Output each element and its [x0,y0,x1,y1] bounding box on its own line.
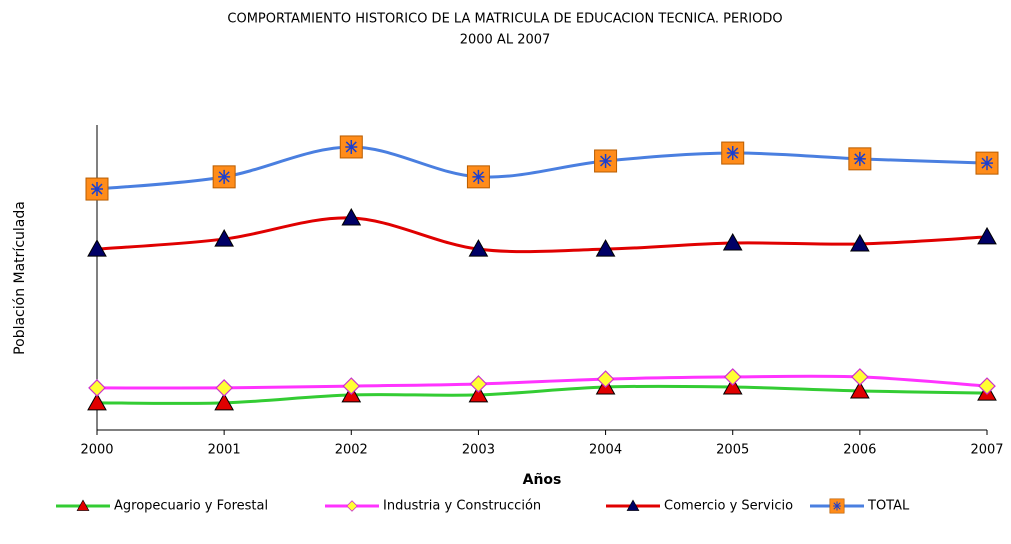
marker-star [345,139,358,154]
marker [214,229,234,247]
marker [466,165,490,189]
marker-star [91,182,103,197]
x-tick-label: 2005 [716,443,749,458]
marker [88,379,106,397]
marker [212,165,236,189]
marker [595,239,616,257]
marker [722,376,743,395]
series-line [96,216,988,254]
legend-item: TOTAL [810,499,910,514]
marker-star [726,146,739,161]
series-line [96,374,988,390]
marker [85,177,109,201]
marker [469,375,488,393]
legend-item: Comercio y Servicio [606,499,793,514]
x-tick-label: 2003 [462,443,495,458]
marker [850,380,870,399]
x-tick-label: 2004 [589,443,622,458]
marker [214,392,234,411]
x-axis-label: Años [523,472,562,488]
legend-label: TOTAL [867,499,910,514]
legend-item: Agropecuario y Forestal [56,499,268,514]
chart-title: COMPORTAMIENTO HISTORICO DE LA MATRICULA… [227,12,782,27]
marker [87,239,107,257]
marker [850,233,870,252]
marker [848,147,872,171]
marker-star [599,153,612,168]
marker [596,370,615,388]
marker [975,151,999,175]
marker [76,499,90,511]
legend-label: Agropecuario y Forestal [114,499,268,514]
marker [468,239,489,257]
x-tick-label: 2002 [335,443,368,458]
marker-star [981,156,993,171]
marker-star [218,169,231,184]
marker [723,368,742,386]
marker [978,377,996,395]
legend-label: Comercio y Servicio [664,499,793,514]
x-tick-label: 2007 [970,443,1003,458]
marker [722,233,743,251]
marker [594,149,618,173]
x-tick-label: 2001 [208,443,241,458]
marker [87,392,107,411]
legend-label: Industria y Construcción [383,499,541,514]
marker [215,379,233,397]
marker [468,384,489,403]
marker-star [833,501,841,511]
marker [341,208,362,226]
y-axis-label: Población Matrículada [12,201,28,355]
x-tick-label: 2000 [80,443,113,458]
marker [721,141,745,165]
chart-title: 2000 AL 2007 [460,33,551,48]
marker-star [472,169,485,184]
marker-star [853,151,866,166]
legend-item: Industria y Construcción [325,499,541,514]
x-tick-label: 2006 [843,443,876,458]
marker [342,377,361,395]
marker [829,498,845,514]
marker [339,135,363,159]
marker [851,368,869,386]
marker [626,499,640,511]
marker [346,500,358,512]
series-line [96,145,988,191]
series-line [96,384,988,405]
marker [977,226,997,245]
